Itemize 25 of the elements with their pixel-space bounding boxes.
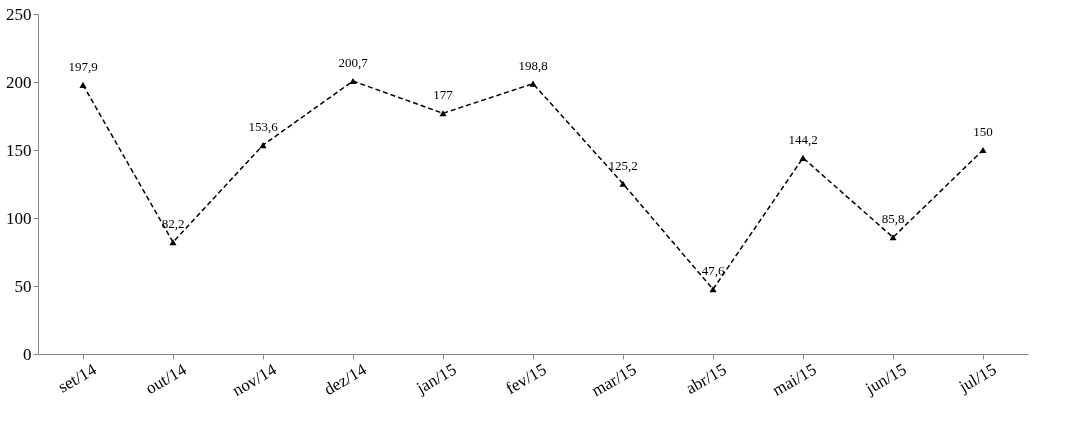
y-tick-label: 200 — [6, 72, 32, 92]
data-label: 153,6 — [248, 119, 279, 135]
y-tick-label: 50 — [14, 276, 32, 296]
data-label: 82,2 — [161, 216, 185, 232]
data-label: 177 — [433, 87, 454, 103]
point — [799, 154, 807, 161]
point — [979, 146, 987, 154]
data-label: 85,8 — [881, 211, 905, 227]
y-tick-label: 100 — [6, 208, 32, 228]
data-label: 200,7 — [338, 55, 369, 71]
point — [169, 239, 177, 246]
y-tick-label: 150 — [6, 140, 32, 160]
point — [619, 180, 627, 187]
y-tick-label: 250 — [6, 4, 32, 24]
point — [259, 142, 267, 149]
y-tick-label: 0 — [23, 344, 32, 364]
data-label: 198,8 — [518, 57, 548, 73]
data-label: 150 — [973, 124, 993, 139]
data-label: 197,9 — [68, 58, 98, 74]
data-label: 125,2 — [608, 157, 638, 173]
data-label: 144,2 — [788, 131, 818, 147]
point — [79, 81, 87, 88]
point — [349, 77, 357, 85]
data-label: 47,6 — [701, 263, 725, 279]
point — [529, 80, 537, 87]
